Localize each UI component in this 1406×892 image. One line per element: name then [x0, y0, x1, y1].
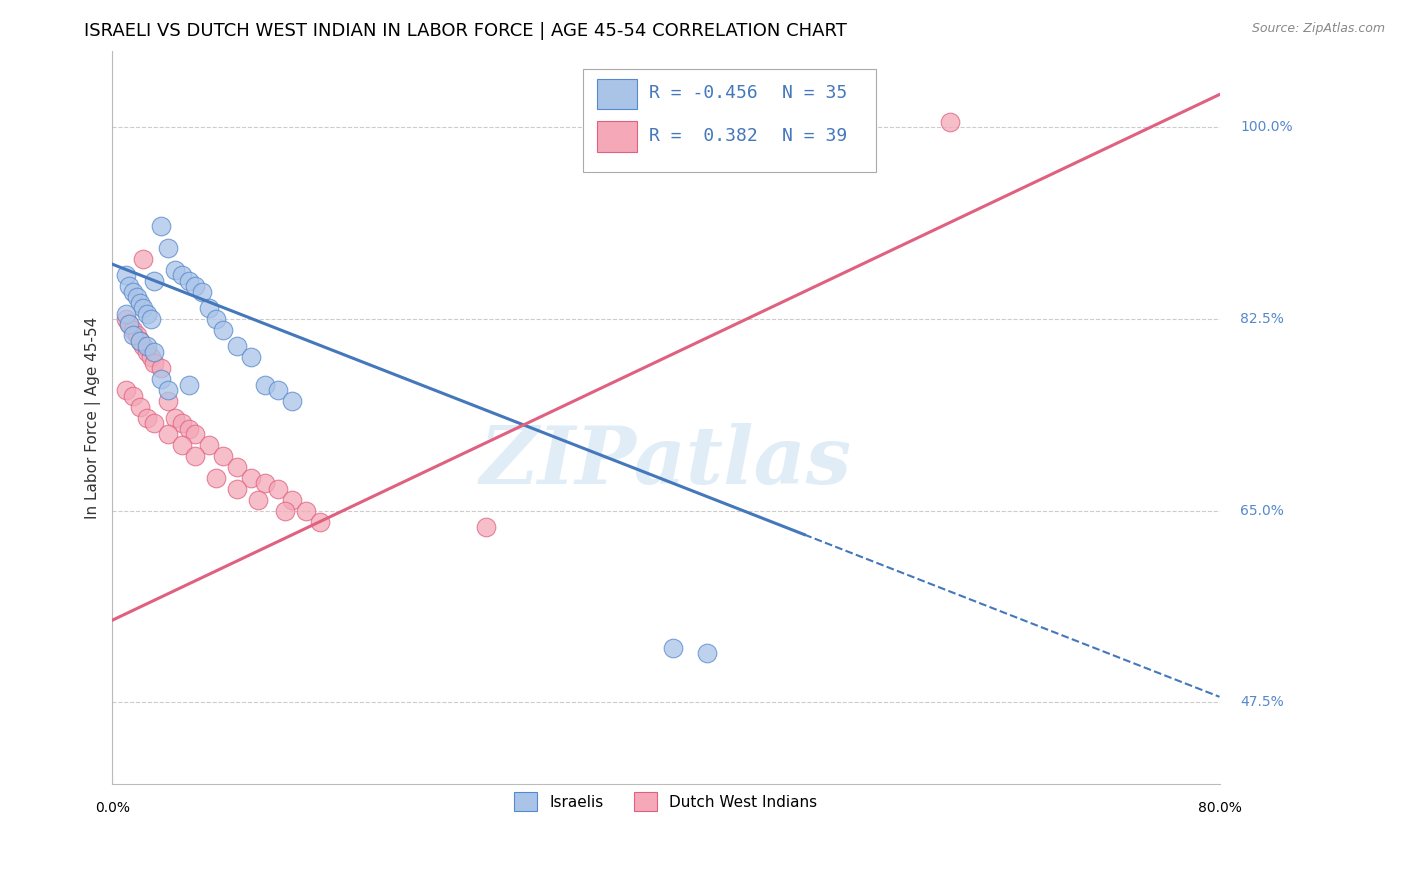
Point	[136, 306, 159, 320]
Point	[267, 482, 290, 496]
Point	[115, 306, 138, 320]
Point	[170, 268, 193, 283]
Text: R =  0.382: R = 0.382	[650, 127, 758, 145]
Point	[163, 262, 186, 277]
Point	[309, 515, 332, 529]
Point	[184, 449, 207, 463]
Text: Source: ZipAtlas.com: Source: ZipAtlas.com	[1251, 22, 1385, 36]
Point	[184, 427, 207, 442]
Point	[475, 520, 498, 534]
Point	[281, 394, 304, 409]
Text: 65.0%: 65.0%	[1240, 504, 1284, 517]
Text: N = 39: N = 39	[782, 127, 848, 145]
Point	[170, 416, 193, 430]
Point	[132, 339, 155, 353]
Point	[129, 400, 152, 414]
Point	[226, 482, 249, 496]
Point	[129, 295, 152, 310]
Point	[267, 383, 290, 397]
Point	[149, 219, 172, 233]
Legend: Israelis, Dutch West Indians: Israelis, Dutch West Indians	[508, 786, 824, 817]
Point	[122, 285, 145, 299]
Point	[938, 115, 960, 129]
Point	[156, 383, 179, 397]
Point	[122, 328, 145, 343]
Point	[184, 279, 207, 293]
Point	[136, 410, 159, 425]
Point	[226, 459, 249, 474]
Point	[239, 471, 262, 485]
Point	[662, 640, 685, 655]
Point	[239, 351, 262, 365]
FancyBboxPatch shape	[598, 121, 637, 152]
Text: 47.5%: 47.5%	[1240, 695, 1284, 709]
Point	[177, 274, 200, 288]
Text: 80.0%: 80.0%	[1198, 801, 1241, 815]
Point	[141, 351, 163, 365]
Point	[226, 339, 249, 353]
Point	[118, 318, 141, 332]
FancyBboxPatch shape	[583, 69, 876, 172]
Point	[129, 334, 152, 348]
Point	[163, 410, 186, 425]
Point	[246, 492, 269, 507]
Point	[142, 344, 165, 359]
Point	[118, 318, 141, 332]
Point	[149, 372, 172, 386]
Point	[142, 356, 165, 370]
Point	[198, 438, 221, 452]
Point	[132, 301, 155, 315]
Point	[142, 416, 165, 430]
Point	[177, 377, 200, 392]
Point	[281, 492, 304, 507]
Point	[118, 279, 141, 293]
Point	[191, 285, 214, 299]
Point	[205, 471, 228, 485]
Point	[156, 427, 179, 442]
Text: 100.0%: 100.0%	[1240, 120, 1294, 135]
Point	[696, 646, 718, 660]
Point	[115, 383, 138, 397]
FancyBboxPatch shape	[598, 78, 637, 110]
Point	[115, 268, 138, 283]
Point	[122, 323, 145, 337]
Text: ISRAELI VS DUTCH WEST INDIAN IN LABOR FORCE | AGE 45-54 CORRELATION CHART: ISRAELI VS DUTCH WEST INDIAN IN LABOR FO…	[84, 22, 848, 40]
Point	[132, 252, 155, 266]
Point	[253, 476, 276, 491]
Text: ZIPatlas: ZIPatlas	[479, 423, 852, 500]
Point	[156, 241, 179, 255]
Point	[141, 312, 163, 326]
Point	[136, 339, 159, 353]
Point	[127, 328, 149, 343]
Point	[295, 503, 318, 517]
Point	[142, 274, 165, 288]
Text: N = 35: N = 35	[782, 84, 848, 103]
Point	[149, 361, 172, 376]
Point	[177, 421, 200, 435]
Point	[198, 301, 221, 315]
Y-axis label: In Labor Force | Age 45-54: In Labor Force | Age 45-54	[86, 317, 101, 518]
Point	[212, 449, 235, 463]
Point	[205, 312, 228, 326]
Point	[127, 290, 149, 304]
Point	[170, 438, 193, 452]
Text: 0.0%: 0.0%	[96, 801, 129, 815]
Point	[122, 389, 145, 403]
Point	[253, 377, 276, 392]
Point	[136, 344, 159, 359]
Point	[274, 503, 297, 517]
Text: 82.5%: 82.5%	[1240, 312, 1284, 326]
Point	[115, 312, 138, 326]
Point	[129, 334, 152, 348]
Text: R = -0.456: R = -0.456	[650, 84, 758, 103]
Point	[212, 323, 235, 337]
Point	[156, 394, 179, 409]
